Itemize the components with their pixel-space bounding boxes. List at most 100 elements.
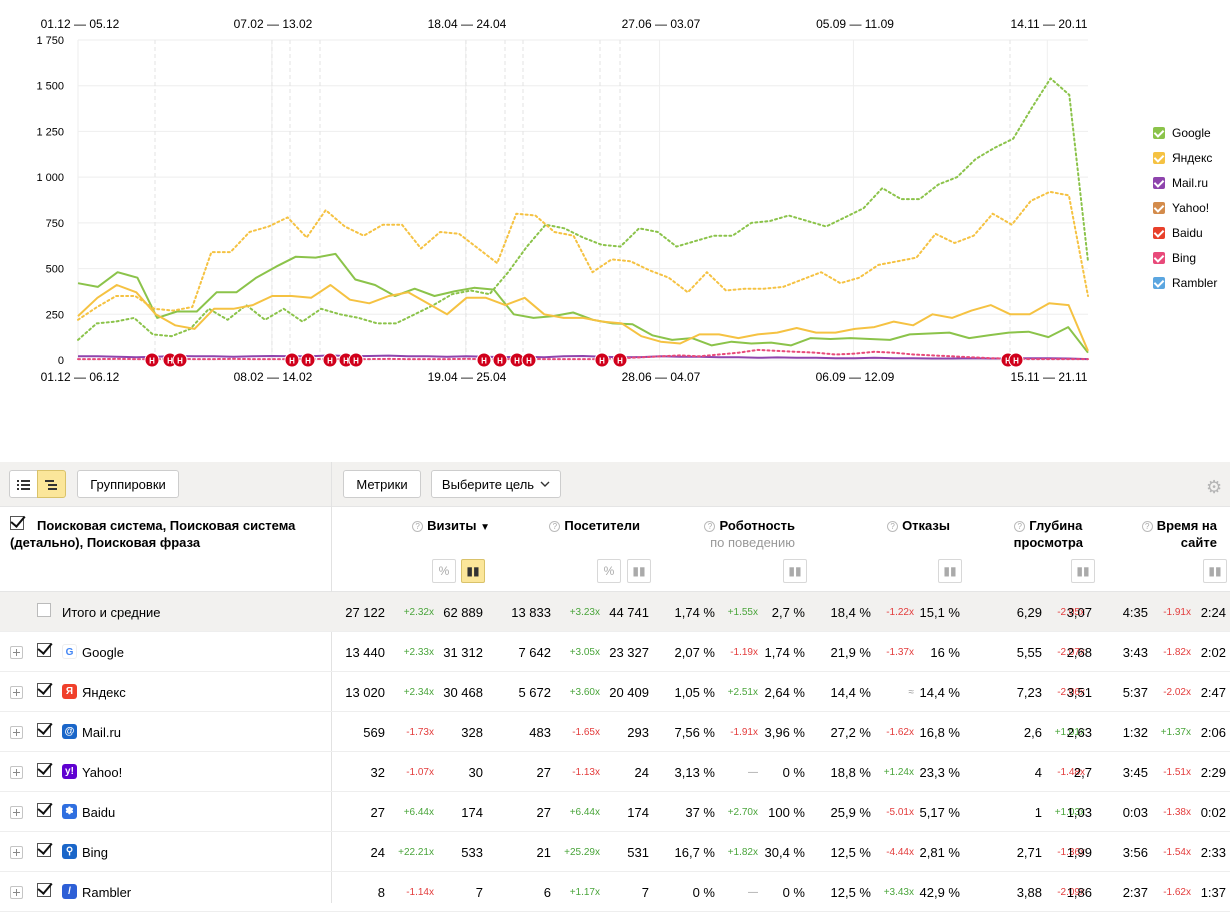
dims-checkbox[interactable] — [10, 516, 24, 530]
report-toolbar — [0, 462, 1230, 507]
metric-value: 30 — [468, 765, 483, 780]
row-label: Mail.ru — [82, 725, 122, 740]
col-header-robots[interactable]: ? Роботность по поведению — [704, 517, 795, 551]
help-icon[interactable]: ? — [549, 521, 561, 532]
expand-icon[interactable] — [10, 806, 23, 819]
top-period-label: 07.02 — 13.02 — [234, 17, 313, 31]
row-checkbox[interactable] — [37, 883, 51, 897]
annotation-marker — [322, 352, 338, 368]
col-header-visits[interactable]: ? Визиты ▼ — [412, 517, 490, 536]
percent-toggle[interactable]: % — [432, 559, 456, 583]
metric-value: 42,9 % — [919, 885, 960, 900]
metric-value: 1,86 — [1066, 885, 1092, 900]
chart-toggle-visits[interactable]: ▮▮ — [461, 559, 485, 583]
metric-value: 0:02 — [1200, 805, 1226, 820]
legend-item[interactable]: Bing — [1153, 245, 1217, 270]
legend-item[interactable]: Google — [1153, 120, 1217, 145]
metric-value: 16,8 % — [919, 725, 960, 740]
chart-toggle-depth[interactable]: ▮▮ — [1071, 559, 1095, 583]
metric-value: 25,9 % — [830, 805, 871, 820]
metric-value: 1,99 — [1066, 845, 1092, 860]
annotation-marker-label: Н — [617, 357, 623, 366]
legend-item[interactable]: Mail.ru — [1153, 170, 1217, 195]
table-row[interactable]: Я Яндекс 13 020 +2.34x 30 468 5 672 +3.60x 20 4… — [0, 672, 1230, 712]
metric-value: 5,17 % — [919, 805, 960, 820]
totals-row[interactable]: Итого и средние 27 122 +2.32x 62 889 13 833 +… — [0, 592, 1230, 632]
table-row[interactable]: G Google 13 440 +2.33x 31 312 7 642 +3.05x 23 3… — [0, 632, 1230, 672]
row-checkbox[interactable] — [37, 763, 51, 777]
comparison-value: -1.38x — [1163, 807, 1191, 818]
legend-item[interactable]: Яндекс — [1153, 145, 1217, 170]
expand-icon[interactable] — [10, 766, 23, 779]
row-checkbox[interactable] — [37, 843, 51, 857]
metric-value: 16,7 % — [674, 845, 715, 860]
gear-icon[interactable]: ⚙ — [1206, 477, 1223, 497]
expand-icon[interactable] — [10, 646, 23, 659]
percent-toggle[interactable]: % — [597, 559, 621, 583]
top-period-label: 27.06 — 03.07 — [622, 17, 701, 31]
comparison-value: -1.13x — [572, 767, 600, 778]
list-view-toggle[interactable] — [9, 470, 38, 498]
annotation-marker-label: Н — [481, 357, 487, 366]
bottom-period-label: 08.02 — 14.02 — [234, 370, 313, 384]
chart-toggle-visitors[interactable]: ▮▮ — [627, 559, 651, 583]
table-row[interactable]: ⚲ Bing 24 +22.21x 533 21 +25.29x 531 16,7 % +1.82… — [0, 832, 1230, 872]
bottom-period-label: 19.04 — 25.04 — [428, 370, 507, 384]
яндекс-logo-icon: Я — [62, 684, 77, 699]
comparison-value: — — [748, 887, 758, 898]
table-row[interactable]: / Rambler 8 -1.14x 7 6 +1.17x 7 0 % — 0 % 12,5 % +3.… — [0, 872, 1230, 912]
baidu-logo-icon: ✽ — [62, 804, 77, 819]
metric-value: 1 — [1034, 805, 1042, 820]
metric-value: 3:45 — [1122, 765, 1148, 780]
col-header-time[interactable]: ? Время на сайте — [1141, 517, 1217, 551]
help-icon[interactable]: ? — [887, 521, 899, 532]
legend-item[interactable]: Yahoo! — [1153, 195, 1217, 220]
legend-item[interactable]: Rambler — [1153, 270, 1217, 295]
help-icon[interactable]: ? — [1014, 521, 1026, 532]
help-icon[interactable]: ? — [412, 521, 424, 532]
metric-value: 1,05 % — [674, 685, 715, 700]
expand-icon[interactable] — [10, 726, 23, 739]
expand-icon[interactable] — [10, 686, 23, 699]
expand-icon[interactable] — [10, 846, 23, 859]
metric-value: 533 — [461, 845, 483, 860]
metric-value: 2,07 % — [674, 645, 715, 660]
table-row[interactable]: ✽ Baidu 27 +6.44x 174 27 +6.44x 174 37 % +2.70x 10… — [0, 792, 1230, 832]
col-sublabel: просмотра — [1013, 535, 1083, 550]
metric-value: 27 — [370, 805, 385, 820]
legend-item[interactable]: Baidu — [1153, 220, 1217, 245]
table-row[interactable]: y! Yahoo! 32 -1.07x 30 27 -1.13x 24 3,13 % — 0 % 18… — [0, 752, 1230, 792]
row-checkbox[interactable] — [37, 603, 51, 617]
comparison-value: -1.91x — [1163, 607, 1191, 618]
metrics-button[interactable]: Метрики — [343, 470, 421, 498]
table-row[interactable]: @ Mail.ru 569 -1.73x 328 483 -1.65x 293 7,56 % -1… — [0, 712, 1230, 752]
groupings-button[interactable]: Группировки — [77, 470, 179, 498]
row-checkbox[interactable] — [37, 723, 51, 737]
metric-value: 16 % — [930, 645, 960, 660]
help-icon[interactable]: ? — [1141, 521, 1153, 532]
chart-toggle-robots[interactable]: ▮▮ — [783, 559, 807, 583]
metric-value: 1:37 — [1200, 885, 1226, 900]
dims-header-label: Поисковая система, Поисковая система (де… — [10, 518, 296, 550]
metric-value: 15,1 % — [919, 605, 960, 620]
metric-value: 37 % — [685, 805, 715, 820]
tree-view-toggle[interactable] — [37, 470, 66, 498]
col-header-depth[interactable]: ? Глубина просмотра — [1014, 517, 1083, 551]
help-icon[interactable]: ? — [704, 521, 716, 532]
col-header-visitors[interactable]: ? Посетители — [549, 517, 640, 534]
series-line-google — [77, 252, 1089, 354]
chart-toggle-time[interactable]: ▮▮ — [1203, 559, 1227, 583]
chart-toggle-bounces[interactable]: ▮▮ — [938, 559, 962, 583]
metric-value: 1,74 % — [674, 605, 715, 620]
bar-chart-icon: ▮▮ — [943, 564, 957, 578]
row-checkbox[interactable] — [37, 643, 51, 657]
sort-desc-icon: ▼ — [480, 522, 490, 533]
goal-select[interactable]: Выберите цель — [431, 470, 561, 498]
series-line-яндекс — [77, 190, 1089, 321]
metric-value: 0 % — [692, 885, 715, 900]
row-checkbox[interactable] — [37, 683, 51, 697]
row-checkbox[interactable] — [37, 803, 51, 817]
y-tick-label: 250 — [46, 309, 64, 321]
col-header-bounces[interactable]: ? Отказы — [887, 517, 950, 534]
expand-icon[interactable] — [10, 886, 23, 899]
